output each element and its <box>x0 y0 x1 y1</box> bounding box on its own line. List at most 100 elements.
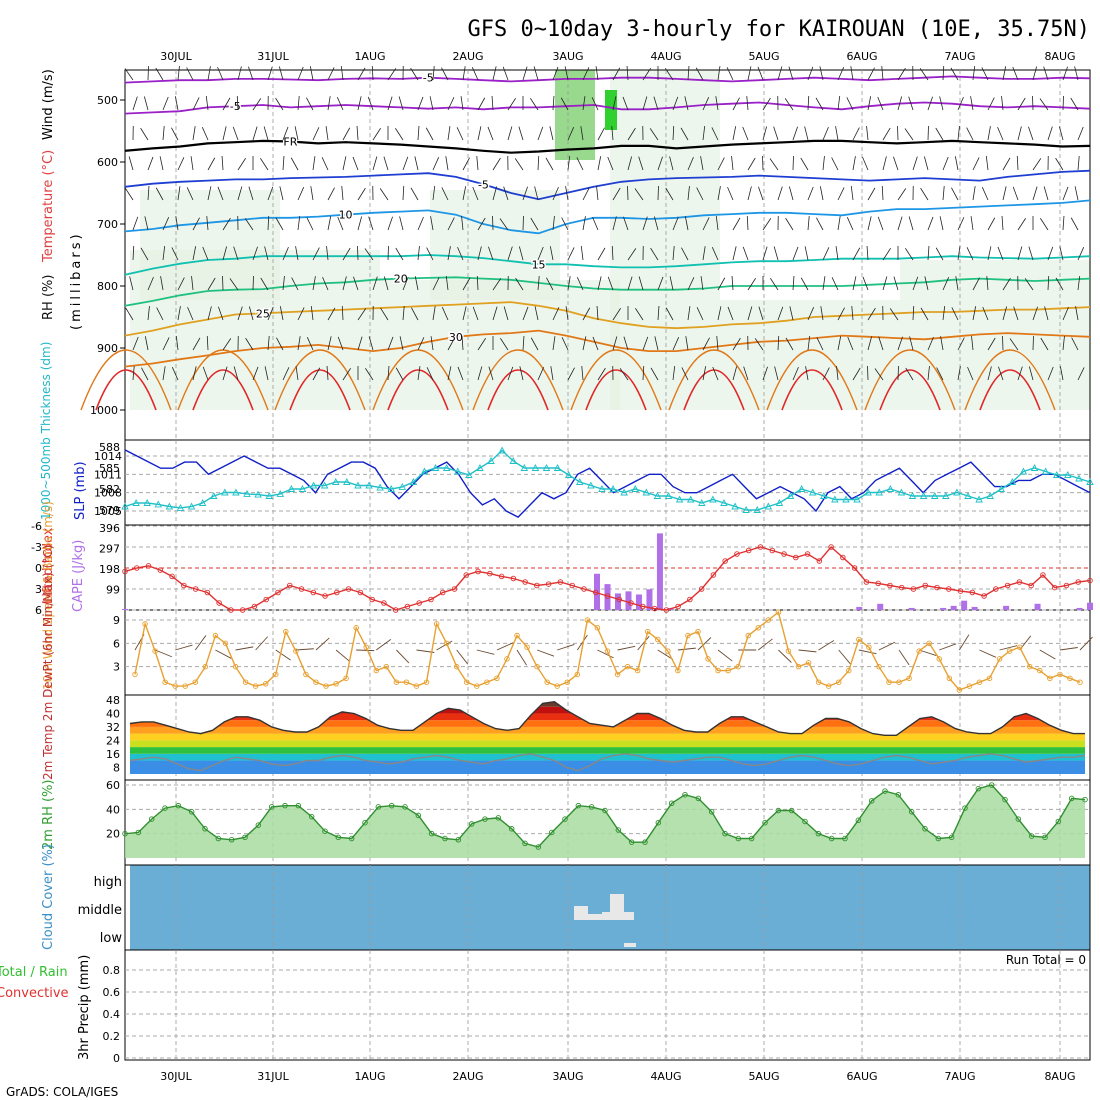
ylabel-millibars: (millibars) <box>69 231 84 330</box>
barb-50-10 <box>874 368 884 381</box>
thickness-pt-43 <box>598 485 606 492</box>
barb-59-2 <box>1017 126 1022 141</box>
barb-25-1 <box>507 98 516 111</box>
cape-bar-79 <box>950 605 957 610</box>
barb-19-2 <box>417 126 420 141</box>
rh-shade-2 <box>610 70 720 410</box>
barb-51-1 <box>897 96 903 111</box>
warm-dome-8 <box>864 349 956 411</box>
barb-46-3 <box>822 156 825 171</box>
barb-3-0 <box>177 66 180 81</box>
barb-36-2 <box>672 125 675 141</box>
rh2m-pt-60 <box>922 826 928 832</box>
contour-8 <box>124 329 1091 368</box>
barb-44-9 <box>785 337 794 351</box>
ylabel-wind: Wind (m/s) <box>41 69 56 140</box>
barb-54-1 <box>939 96 944 111</box>
thickness-pt-16 <box>298 485 307 492</box>
wind10-barb-84 <box>979 649 997 658</box>
thickness-pt-57 <box>753 506 761 513</box>
li-tick-3: 3 <box>35 583 42 596</box>
wind-speed-pt-69 <box>825 683 832 689</box>
barb-27-3 <box>537 155 540 171</box>
thickness-pt-83 <box>1041 467 1050 475</box>
thickness-pt-51 <box>686 495 695 503</box>
run-total: Run Total = 0 <box>1006 953 1086 967</box>
barb-5-4 <box>207 186 212 201</box>
barb-36-1 <box>672 96 679 111</box>
ylabel-precip-total: Total / Rain <box>0 965 68 980</box>
barb-20-7 <box>432 277 440 291</box>
chart-marks: 30JUL 30JUL 31JUL 31JUL 1AUG 1AUG 2AUG 2AUG 3AUG… <box>31 50 1094 1083</box>
barb-44-8 <box>789 306 794 321</box>
barb-1-7 <box>147 276 154 291</box>
barb-4-0 <box>186 67 194 81</box>
barb-53-3 <box>923 156 929 171</box>
barb-43-2 <box>773 126 779 141</box>
thickness-pt-42 <box>587 481 595 489</box>
wind10-barb-80 <box>939 643 957 651</box>
wind-speed-pt-67 <box>805 660 812 666</box>
rh2m-pt-13 <box>295 802 302 809</box>
barb-41-6 <box>742 246 749 261</box>
barb-15-0 <box>357 67 366 81</box>
lifted-index-pt-30 <box>475 568 481 575</box>
lifted-index-pt-3 <box>157 567 164 573</box>
barb-27-5 <box>530 217 539 231</box>
barb-46-8 <box>820 306 824 321</box>
barb-41-7 <box>747 278 756 291</box>
lifted-index-pt-35 <box>534 582 540 589</box>
wind-speed-pt-77 <box>906 675 912 682</box>
barb-47-0 <box>837 67 845 81</box>
barb-20-8 <box>432 306 436 321</box>
barb-45-8 <box>807 307 815 321</box>
barb-22-10 <box>457 366 464 381</box>
barb-30-5 <box>582 216 586 231</box>
wind-speed-pt-63 <box>765 617 772 623</box>
barb-29-8 <box>565 306 569 321</box>
day-label-bottom-1: 31JUL <box>257 1070 289 1083</box>
barb-59-9 <box>1009 338 1019 351</box>
thickness-pt-86 <box>1075 474 1083 482</box>
barb-62-5 <box>1062 216 1065 231</box>
barb-2-4 <box>155 187 164 201</box>
rh2m-pt-10 <box>255 822 262 828</box>
cape-bar-92 <box>1087 602 1093 610</box>
barb-48-1 <box>846 97 854 111</box>
wind-speed-pt-64 <box>775 609 782 615</box>
barb-23-7 <box>476 275 479 291</box>
wind10-barb-30 <box>436 640 453 651</box>
barb-53-10 <box>927 366 930 381</box>
wind-speed-pt-92 <box>1057 671 1063 678</box>
lifted-index-pt-51 <box>722 558 728 564</box>
lifted-index-pt-46 <box>663 607 670 613</box>
warm-dome-5 <box>570 349 662 411</box>
barb-35-9 <box>654 336 659 351</box>
barb-14-2 <box>342 127 351 141</box>
wind-speed-pt-15 <box>283 628 289 635</box>
barb-52-10 <box>905 367 914 381</box>
barb-30-3 <box>576 157 584 171</box>
barb-31-10 <box>597 367 606 381</box>
cloud-level-high: high <box>94 875 122 890</box>
barb-45-4 <box>807 186 814 201</box>
day-label-bottom-3: 2AUG <box>452 1070 483 1083</box>
wind-speed-pt-30 <box>433 621 440 627</box>
barb-46-1 <box>815 97 824 111</box>
barb-62-2 <box>1058 126 1064 141</box>
hot-dome-3 <box>387 369 449 411</box>
barb-32-8 <box>612 308 621 321</box>
barb-53-8 <box>920 307 929 321</box>
hot-dome-2 <box>289 369 351 411</box>
barb-3-5 <box>175 216 179 231</box>
warm-dome-3 <box>372 349 464 411</box>
thickness-pt-40 <box>564 471 573 478</box>
lifted-index-pt-11 <box>251 603 258 610</box>
barb-22-2 <box>456 127 464 141</box>
barb-45-5 <box>807 216 810 231</box>
barb-62-4 <box>1062 186 1069 201</box>
barb-47-5 <box>837 216 841 231</box>
barb-22-9 <box>461 336 464 351</box>
wind10-barb-52 <box>657 649 674 660</box>
day-label-top-4: 3AUG <box>552 50 583 63</box>
